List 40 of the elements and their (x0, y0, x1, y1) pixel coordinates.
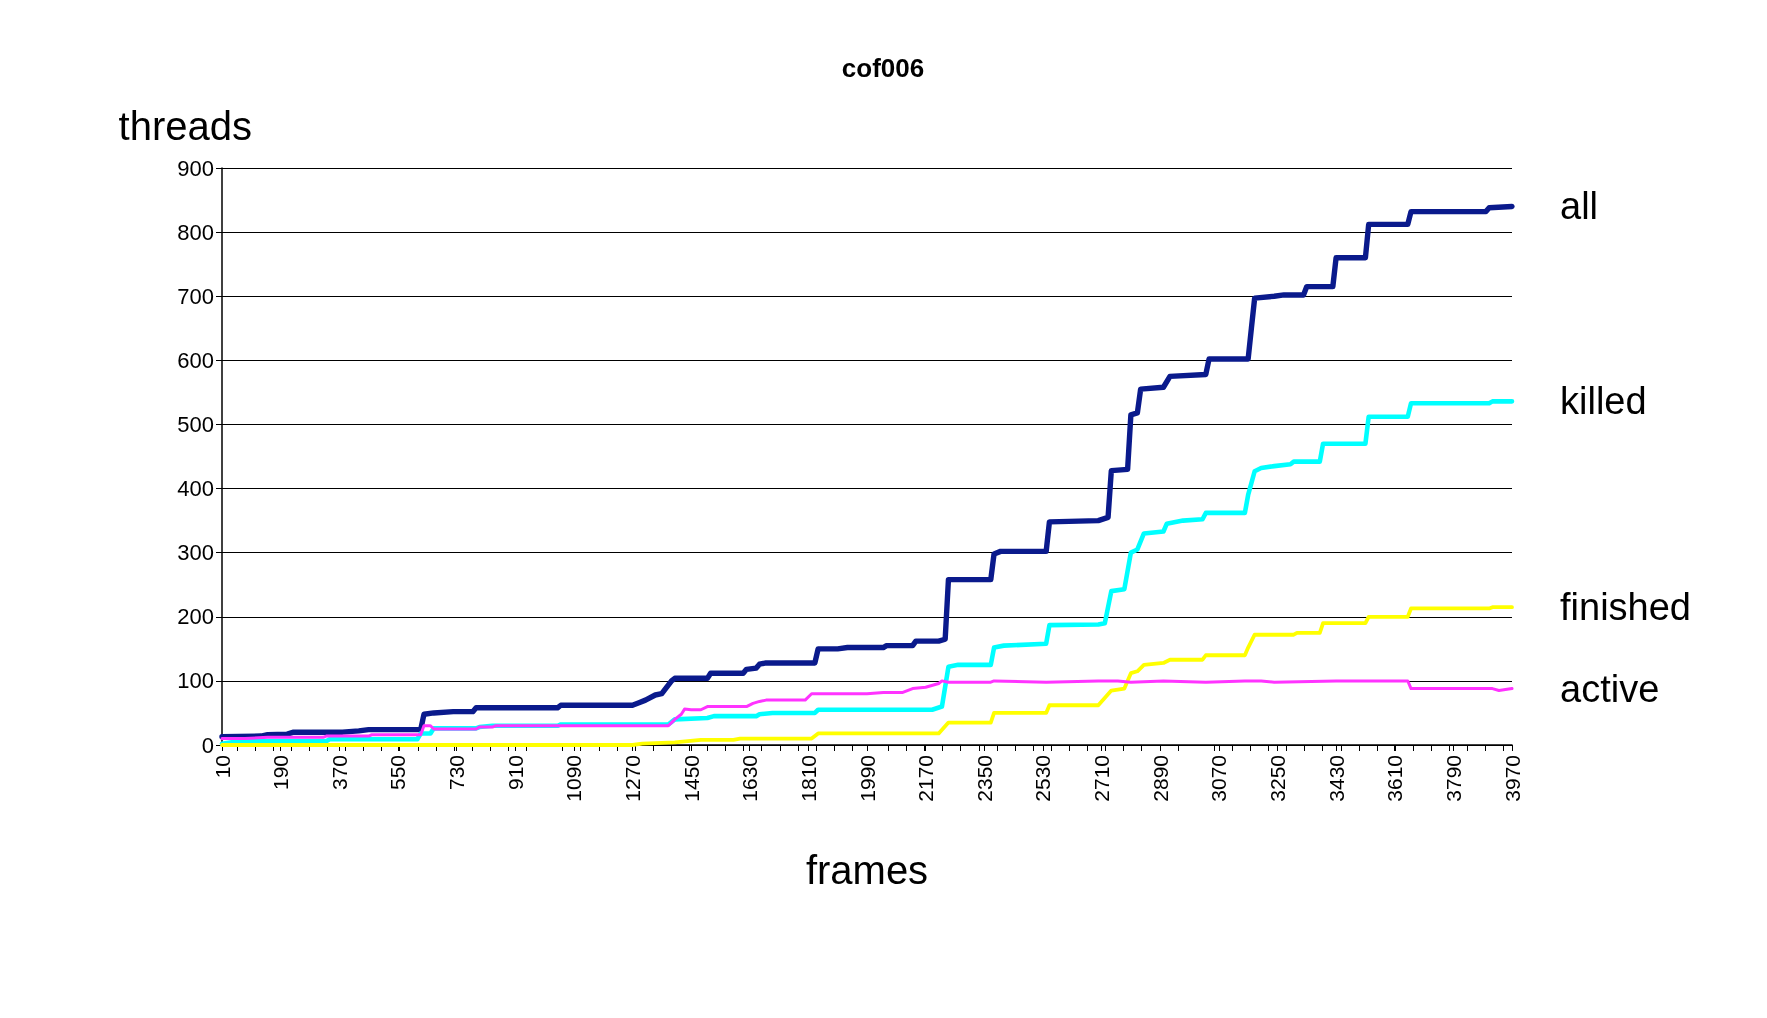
x-tick-label: 3790 (1441, 755, 1465, 802)
x-tick-label: 2350 (972, 755, 996, 802)
series-label: active (1560, 667, 1660, 710)
y-tick-label: 200 (177, 604, 214, 630)
x-tick-label: 2170 (914, 755, 938, 802)
y-tick-label: 400 (177, 476, 214, 502)
y-tick-label: 500 (177, 411, 214, 437)
x-tick-label: 1450 (679, 755, 703, 802)
x-tick-label: 2530 (1031, 755, 1055, 802)
y-tick-label: 0 (201, 732, 214, 758)
x-tick-label: 3430 (1324, 755, 1348, 802)
series-label: killed (1560, 380, 1647, 423)
x-tick-label: 730 (445, 755, 469, 791)
x-tick-label: 2890 (1148, 755, 1172, 802)
chart-title: cof006 (841, 53, 925, 83)
x-tick-label: 1090 (562, 755, 586, 802)
x-tick-label: 1990 (855, 755, 879, 802)
x-tick-label: 3250 (1265, 755, 1289, 802)
x-tick-label: 190 (269, 755, 293, 791)
x-tick-label: 550 (386, 755, 410, 791)
y-tick-label: 700 (177, 283, 214, 309)
series-label: all (1560, 185, 1599, 228)
y-tick-label: 900 (177, 155, 214, 181)
x-tick-label: 1810 (796, 755, 820, 802)
x-tick-label: 10 (210, 755, 234, 779)
y-axis-title: threads (118, 104, 252, 148)
y-tick-label: 600 (177, 347, 214, 373)
x-tick-label: 1630 (738, 755, 762, 802)
x-tick-label: 2710 (1090, 755, 1114, 802)
x-tick-label: 370 (327, 755, 351, 791)
x-tick-label: 3970 (1500, 755, 1524, 802)
x-tick-label: 3070 (1207, 755, 1231, 802)
series-label: finished (1560, 586, 1691, 629)
x-tick-label: 910 (503, 755, 527, 791)
y-tick-label: 100 (177, 668, 214, 694)
y-tick-label: 800 (177, 219, 214, 245)
x-tick-label: 1270 (620, 755, 644, 802)
x-axis-title: frames (805, 848, 929, 892)
y-tick-label: 300 (177, 540, 214, 566)
x-tick-label: 3610 (1383, 755, 1407, 802)
